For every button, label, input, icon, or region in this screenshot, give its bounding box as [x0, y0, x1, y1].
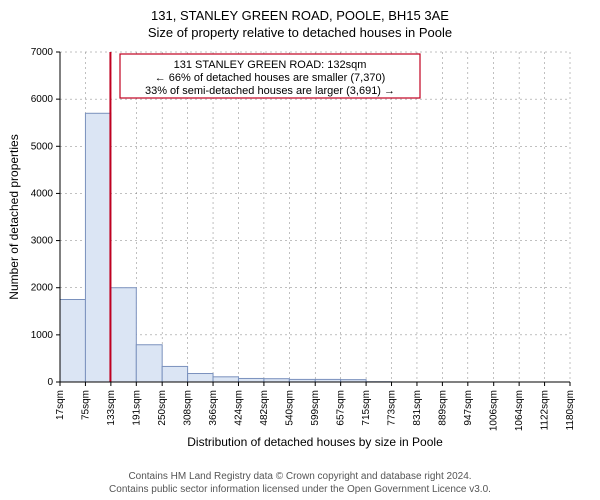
x-tick-label: 1180sqm [565, 390, 576, 430]
x-tick-label: 75sqm [80, 390, 91, 420]
x-tick-label: 831sqm [412, 390, 423, 426]
histogram-bar [238, 378, 263, 382]
y-tick-label: 2000 [31, 283, 54, 294]
y-tick-label: 7000 [31, 47, 54, 58]
x-tick-label: 599sqm [310, 390, 321, 426]
x-tick-label: 657sqm [336, 390, 347, 426]
x-tick-label: 947sqm [463, 390, 474, 426]
x-tick-label: 1122sqm [540, 390, 551, 430]
histogram-bar [213, 377, 238, 382]
x-tick-label: 540sqm [284, 390, 295, 426]
x-tick-label: 424sqm [233, 390, 244, 426]
footnote-line2: Contains public sector information licen… [0, 483, 600, 496]
footnote-line1: Contains HM Land Registry data © Crown c… [0, 470, 600, 483]
annotation-line1: 131 STANLEY GREEN ROAD: 132sqm [174, 59, 367, 71]
y-tick-label: 4000 [31, 188, 54, 199]
x-tick-label: 889sqm [437, 390, 448, 426]
histogram-bar [60, 300, 85, 383]
y-tick-label: 0 [47, 377, 53, 388]
annotation-line2: ← 66% of detached houses are smaller (7,… [155, 72, 386, 84]
footnote: Contains HM Land Registry data © Crown c… [0, 470, 600, 496]
x-tick-label: 482sqm [259, 390, 270, 426]
histogram-bar [111, 288, 136, 382]
x-tick-label: 366sqm [208, 390, 219, 426]
x-tick-label: 1006sqm [489, 390, 500, 431]
histogram-bar [162, 366, 187, 382]
x-tick-label: 17sqm [55, 390, 66, 420]
histogram-bar [85, 113, 110, 382]
x-tick-label: 133sqm [106, 390, 117, 426]
x-axis-label: Distribution of detached houses by size … [187, 435, 443, 449]
x-tick-label: 191sqm [131, 390, 142, 426]
x-tick-label: 250sqm [157, 390, 168, 426]
x-tick-label: 308sqm [183, 390, 194, 426]
histogram-bar [136, 345, 162, 382]
x-tick-label: 1064sqm [514, 390, 525, 431]
y-tick-label: 5000 [31, 141, 54, 152]
chart-area: 0 1000 2000 3000 4000 5000 6000 7000 17sqm 75sqm 1… [0, 40, 600, 460]
annotation-line3: 33% of semi-detached houses are larger (… [145, 85, 395, 97]
chart-container: 131, STANLEY GREEN ROAD, POOLE, BH15 3AE… [0, 0, 600, 500]
x-tick-label: 773sqm [387, 390, 398, 426]
y-tick-label: 6000 [31, 94, 54, 105]
histogram-bar [188, 374, 213, 382]
y-tick-label: 1000 [31, 330, 54, 341]
y-axis-label: Number of detached properties [7, 134, 21, 299]
chart-svg: 0 1000 2000 3000 4000 5000 6000 7000 17sqm 75sqm 1… [0, 40, 600, 460]
chart-title: 131, STANLEY GREEN ROAD, POOLE, BH15 3AE [0, 0, 600, 25]
y-tick-label: 3000 [31, 236, 54, 247]
x-tick-label: 715sqm [361, 390, 372, 426]
